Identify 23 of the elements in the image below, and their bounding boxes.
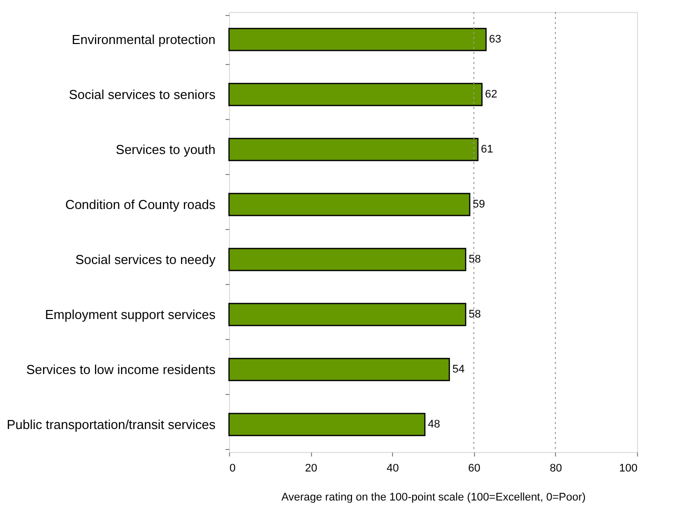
x-tick-label: 0 [230, 462, 236, 474]
x-tick-label: 20 [304, 462, 318, 474]
data-label: 59 [472, 198, 485, 210]
y-tick-label: Services to youth [116, 142, 216, 157]
x-tick-label: 40 [386, 462, 399, 474]
y-tick-label: Social services to needy [75, 252, 216, 267]
y-tick-label: Condition of County roads [65, 197, 216, 212]
y-tick-label: Employment support services [44, 307, 216, 322]
y-tick-label: Services to low income residents [26, 362, 216, 377]
y-tick-label: Social services to seniors [68, 87, 216, 102]
data-label: 63 [489, 34, 502, 46]
data-label: 58 [468, 308, 481, 320]
y-tick-label: Public transportation/transit services [6, 417, 216, 432]
data-label: 61 [480, 144, 494, 156]
data-label: 62 [484, 88, 498, 100]
y-tick-label: Environmental protection [72, 32, 216, 47]
data-label: 54 [452, 364, 465, 376]
x-tick-label: 80 [550, 462, 562, 474]
x-tick-label: 100 [619, 462, 638, 474]
x-axis-title: Average rating on the 100-point scale (100=Excellent, 0=Poor) [281, 492, 586, 504]
data-label: 48 [428, 418, 440, 430]
x-tick-label: 60 [468, 462, 480, 474]
data-label: 58 [468, 254, 481, 266]
